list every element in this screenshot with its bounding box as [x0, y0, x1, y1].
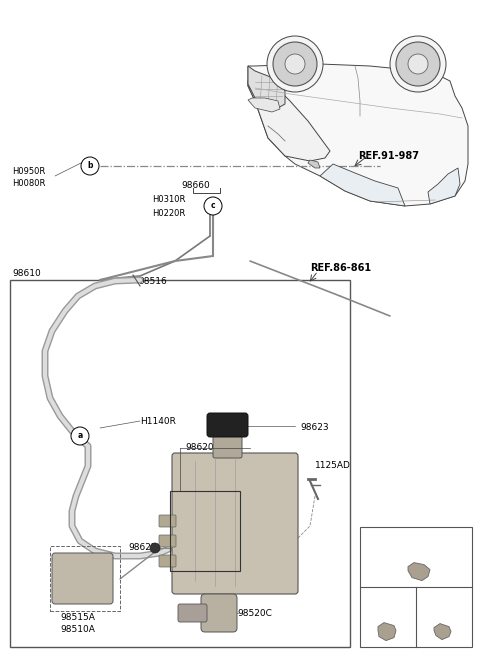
Polygon shape: [428, 168, 460, 204]
Circle shape: [273, 42, 317, 86]
FancyBboxPatch shape: [172, 453, 298, 594]
FancyBboxPatch shape: [159, 555, 176, 567]
Polygon shape: [248, 66, 285, 108]
Bar: [170, 491, 240, 571]
Polygon shape: [434, 624, 451, 640]
FancyBboxPatch shape: [159, 535, 176, 547]
Text: 98515A: 98515A: [60, 613, 95, 621]
Text: H0310R: H0310R: [152, 195, 185, 205]
FancyBboxPatch shape: [207, 413, 248, 437]
Circle shape: [364, 541, 380, 556]
Circle shape: [150, 543, 160, 553]
Text: 98610: 98610: [12, 270, 41, 279]
Polygon shape: [248, 98, 280, 112]
FancyBboxPatch shape: [201, 594, 237, 632]
Text: 98661G: 98661G: [438, 602, 474, 611]
Polygon shape: [248, 78, 330, 161]
Text: 98660: 98660: [181, 180, 210, 190]
Text: 98510A: 98510A: [60, 625, 95, 634]
Text: H0220R: H0220R: [152, 209, 185, 218]
Polygon shape: [378, 623, 396, 641]
Circle shape: [408, 54, 428, 74]
Text: REF.86-861: REF.86-861: [310, 263, 371, 273]
Text: 98620: 98620: [185, 443, 214, 453]
Text: 98520C: 98520C: [237, 609, 272, 617]
Text: H1140R: H1140R: [140, 417, 176, 426]
Bar: [50, 546, 120, 611]
FancyBboxPatch shape: [52, 553, 113, 604]
Text: 98622: 98622: [128, 544, 156, 552]
Text: 98516: 98516: [138, 277, 167, 287]
Bar: [10, 280, 350, 647]
Bar: [360, 527, 472, 647]
Circle shape: [362, 598, 378, 614]
Circle shape: [396, 42, 440, 86]
Circle shape: [204, 197, 222, 215]
Text: H0950R: H0950R: [12, 167, 45, 176]
Circle shape: [390, 36, 446, 92]
FancyBboxPatch shape: [178, 604, 207, 622]
Text: c: c: [211, 201, 216, 211]
Text: REF.91-987: REF.91-987: [358, 151, 419, 161]
Polygon shape: [320, 164, 405, 206]
Text: H0080R: H0080R: [12, 180, 46, 188]
Text: a: a: [77, 432, 83, 440]
Polygon shape: [308, 160, 320, 168]
Text: b: b: [367, 604, 372, 609]
FancyBboxPatch shape: [213, 432, 242, 458]
Circle shape: [81, 157, 99, 175]
Text: 98623: 98623: [300, 424, 329, 432]
Circle shape: [71, 427, 89, 445]
Text: 98653: 98653: [380, 602, 409, 611]
Text: 1125AD: 1125AD: [315, 462, 351, 470]
Circle shape: [267, 36, 323, 92]
Text: c: c: [424, 604, 428, 609]
Polygon shape: [248, 64, 468, 206]
Text: a: a: [370, 546, 374, 552]
FancyBboxPatch shape: [159, 515, 176, 527]
Polygon shape: [408, 563, 430, 581]
Text: 98662B: 98662B: [383, 544, 418, 553]
Circle shape: [418, 598, 434, 614]
Circle shape: [285, 54, 305, 74]
Text: b: b: [87, 161, 93, 171]
